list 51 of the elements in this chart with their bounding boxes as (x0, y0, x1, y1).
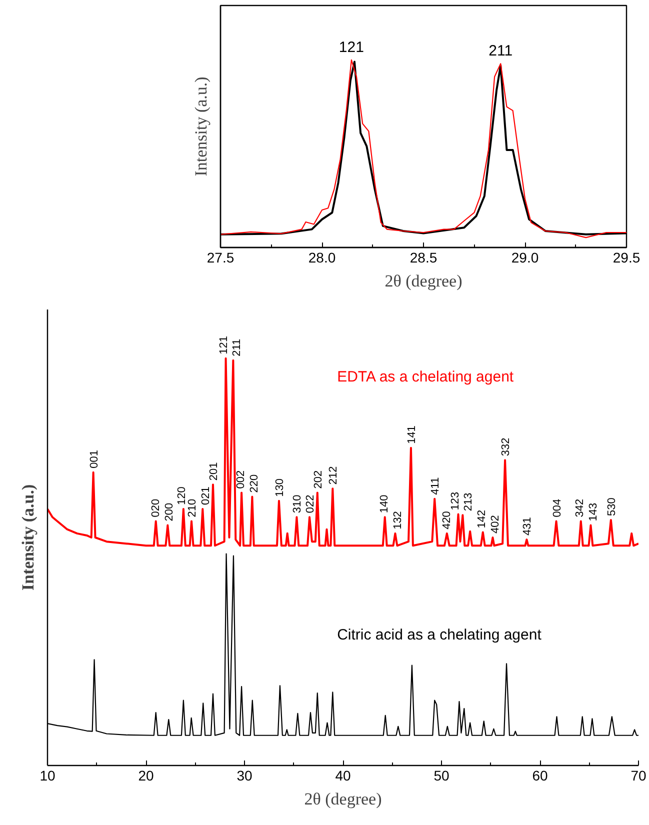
annotation: 121 (218, 336, 230, 354)
text: EDTA as a chelating agent (337, 368, 514, 386)
annotation: 132 (392, 511, 404, 530)
annotation: 411 (430, 477, 442, 495)
x-tick-label: 50 (434, 768, 450, 784)
x-tick-label: 20 (138, 768, 154, 784)
annotation: 143 (588, 502, 600, 522)
annotation: 530 (606, 498, 618, 516)
annotation: 001 (88, 450, 100, 468)
annotation: 004 (551, 498, 564, 518)
x-tick-label: 10 (40, 768, 56, 784)
x-tick-label: 28.5 (410, 250, 438, 266)
annotation: 420 (440, 511, 453, 530)
x-axis-title: 2θ (degree) (304, 790, 382, 808)
annotation: 022 (304, 494, 317, 514)
annotation: 201 (208, 462, 220, 481)
annotation: 021 (200, 486, 212, 505)
annotation: 020 (150, 498, 162, 518)
annotation: 121 (338, 38, 364, 56)
annotation: 120 (176, 486, 188, 505)
annotation: 402 (490, 515, 502, 534)
x-tick-label: 29.0 (511, 250, 539, 266)
annotation: 332 (500, 438, 512, 456)
annotation: 211 (231, 338, 244, 356)
x-tick-label: 70 (630, 768, 646, 784)
annotation: 002 (235, 470, 248, 489)
y-axis-title: Intensity (a.u.) (192, 76, 210, 176)
annotation: 123 (449, 492, 462, 510)
annotation: 202 (312, 470, 324, 489)
text: Citric acid as a chelating agent (337, 626, 542, 644)
y-axis-title: Intensity (a.u.) (18, 484, 38, 591)
annotation: 220 (248, 474, 261, 493)
annotation: 431 (522, 517, 534, 536)
x-tick-label: 30 (236, 768, 252, 784)
annotation: 141 (406, 426, 418, 444)
annotation: 140 (378, 494, 390, 514)
annotation: 130 (274, 478, 286, 497)
x-tick-label: 40 (335, 768, 351, 784)
annotation: 342 (574, 498, 586, 518)
annotation: 213 (462, 492, 475, 512)
annotation: 210 (186, 498, 199, 518)
x-tick-label: 60 (532, 768, 548, 784)
annotation: 142 (476, 510, 488, 528)
x-tick-label: 28.0 (308, 250, 336, 266)
x-tick-label: 29.5 (612, 250, 640, 266)
annotation: 310 (292, 494, 304, 514)
x-axis-title: 2θ (degree) (384, 272, 462, 290)
annotation: 200 (164, 502, 176, 522)
annotation: 212 (328, 466, 340, 485)
annotation: 211 (488, 42, 513, 60)
x-tick-label: 27.5 (206, 250, 234, 266)
